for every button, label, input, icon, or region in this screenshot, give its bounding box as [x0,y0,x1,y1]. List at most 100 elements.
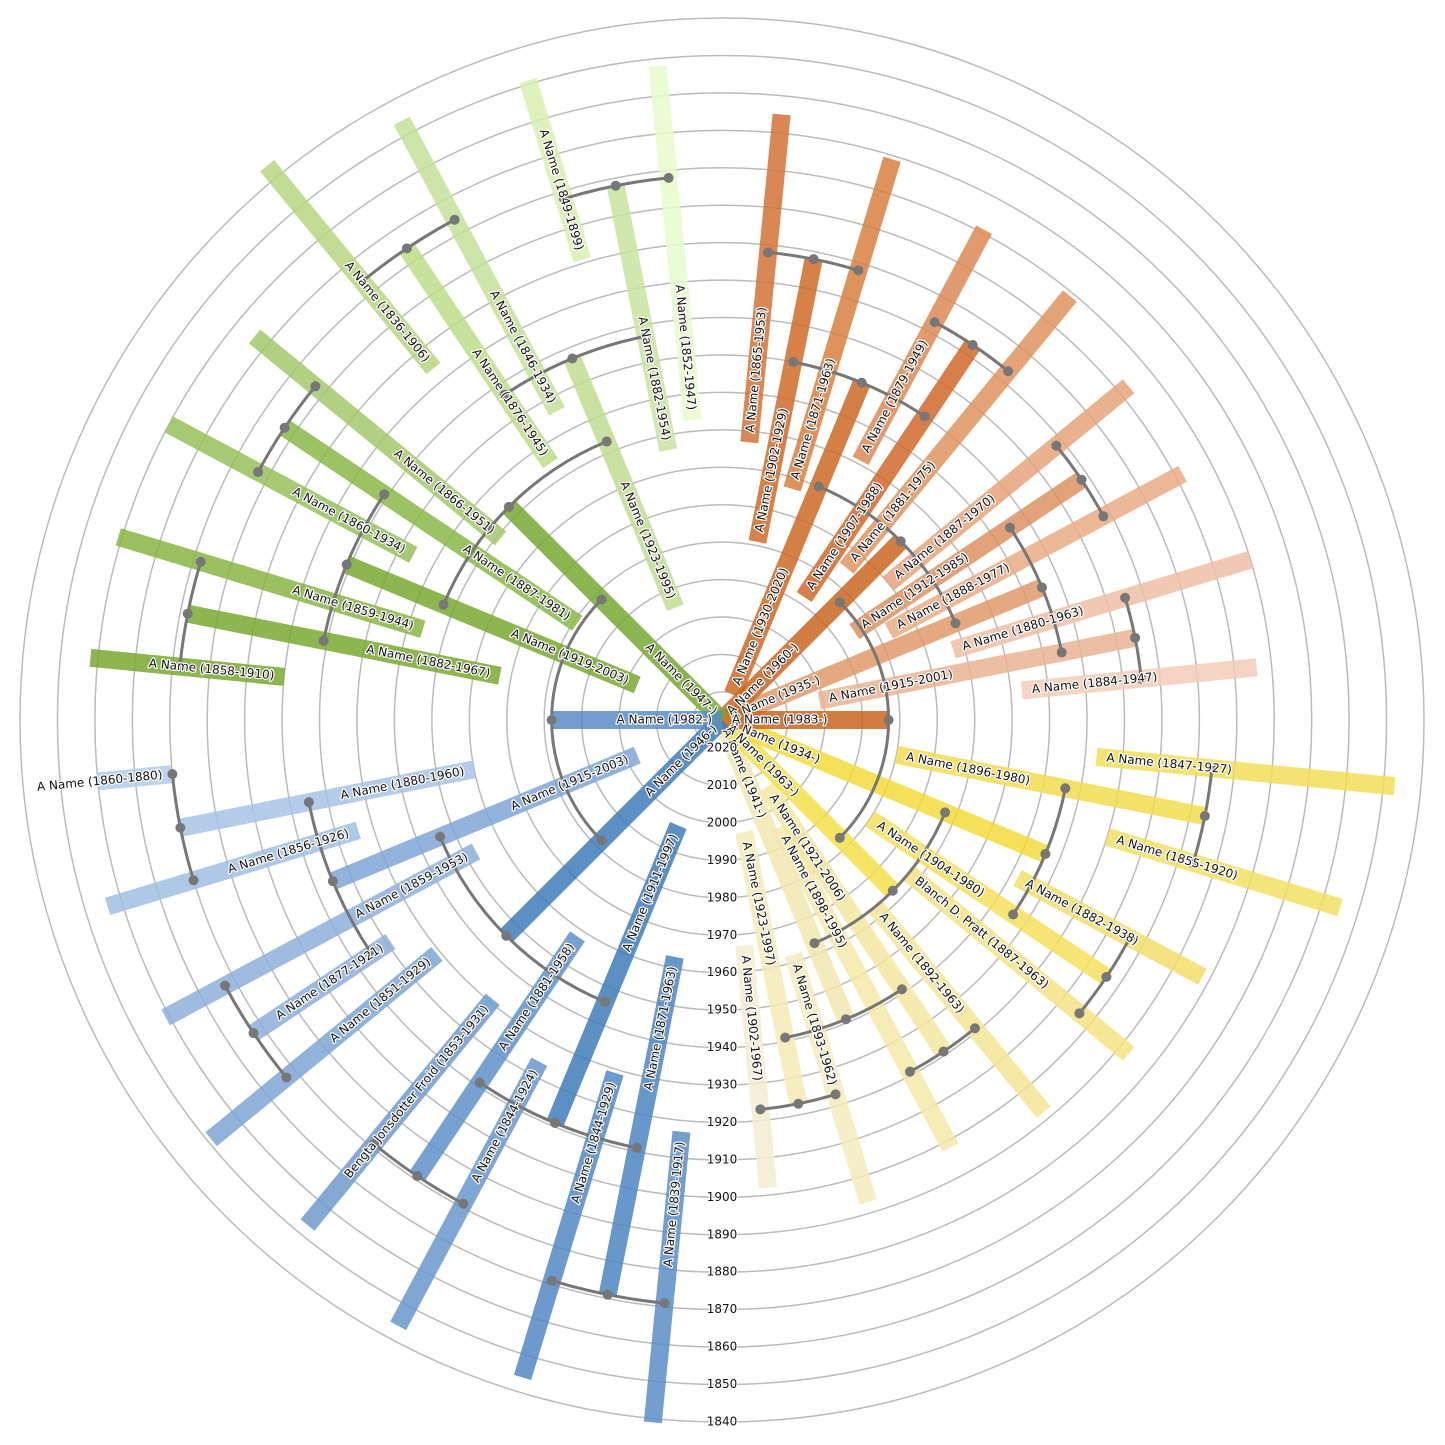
r-tick-label: 1910 [707,1152,738,1166]
grid-circle [131,129,1313,1311]
link-dot [1004,522,1015,533]
grid-circle [318,316,1126,1124]
link-dot [438,599,449,610]
link-dot [318,635,329,646]
link-dot [950,618,961,629]
link-dot [600,996,611,1007]
life-bar [563,355,684,612]
link-dot [182,608,193,619]
link-dot [853,265,864,276]
grid-circle [169,167,1275,1273]
link-dot [550,1117,561,1128]
ticks: 2020 2010 2000 1990 1980 1970 1960 1950 1940 1930… [705,739,738,1429]
grid-circle [56,54,1388,1386]
link-dot [341,559,352,570]
link-dot [435,831,446,842]
life-bar [1013,870,1207,985]
r-tick-label: 1950 [707,1003,738,1017]
r-tick-label: 1940 [707,1040,738,1054]
life-bar [783,156,901,492]
life-bar [161,843,481,1026]
grid-circle [431,429,1013,1011]
link-dot [969,1023,980,1034]
link-dot [546,1275,557,1286]
link-dot [1120,592,1131,603]
link-dot [1199,811,1210,822]
link-dot [596,835,607,846]
link-dot [780,1032,791,1043]
r-tick-label: 1930 [707,1078,738,1092]
link-dot [1101,971,1112,982]
life-bar [399,243,558,469]
link-dot [174,661,185,672]
life-bar [279,420,583,631]
life-bar [260,160,441,375]
grid-circle [19,17,1425,1423]
life-bar [715,713,900,898]
grid-circle [243,241,1201,1199]
link-dot [659,1298,670,1309]
link-dot [1003,366,1014,377]
grid-circle [281,279,1163,1161]
link-dot [1124,932,1135,943]
link-dot [883,715,894,725]
link-dot [895,536,906,547]
life-bar [740,113,791,444]
grid [19,17,1425,1423]
link-dot [596,594,607,605]
link-dot [919,411,930,422]
life-bar [1095,747,1396,796]
link-dot [167,769,178,780]
link-dot [357,276,368,287]
life-bar [164,416,418,563]
link-dot [558,193,569,204]
link-dot [1098,511,1109,522]
life-bar [817,629,1137,710]
link-dot [602,1289,613,1300]
r-tick-label: 1960 [707,965,738,979]
r-tick-label: 1970 [707,928,738,942]
link-dot [195,556,206,567]
link-dot [809,938,820,949]
grid-circle [356,354,1088,1086]
life-bar [735,944,778,1189]
life-bar [784,952,877,1205]
life-bar [519,77,591,263]
life-bar [724,379,871,698]
link-dot [310,381,321,392]
r-tick-label: 1890 [707,1227,738,1241]
link-dot [601,436,612,447]
link-dot [412,1171,423,1182]
life-bar [868,900,1051,1118]
link-dot [830,1089,841,1100]
person-label: A Name (1982-) [617,713,712,727]
link-dot [1008,909,1019,920]
link-dot [1206,763,1217,774]
link-dot [499,389,510,400]
person-label: A Name (1856-1926) [226,826,351,876]
life-bar [648,65,702,421]
link-dot [248,1028,259,1039]
r-tick-label: 1850 [707,1377,738,1391]
r-tick-label: 1840 [707,1415,738,1429]
life-bar [97,765,174,791]
link-dot [474,1077,485,1088]
life-bar [178,760,476,837]
life-bar [409,931,585,1182]
link-dot [546,715,557,725]
link-dot [763,247,774,258]
link-dot [175,822,186,833]
life-bar [546,822,687,1127]
link-dot [1036,582,1047,593]
life-bar [748,257,823,544]
life-bar [849,472,1087,640]
link-dot [281,1072,292,1083]
link-dot [788,356,799,367]
r-tick-label: 1990 [707,853,738,867]
link-dot [1074,1008,1085,1019]
life-bar [722,711,889,729]
person-label: A Name (1915-2003) [509,752,631,813]
link-dot [279,422,290,433]
link-dot [1076,474,1087,485]
